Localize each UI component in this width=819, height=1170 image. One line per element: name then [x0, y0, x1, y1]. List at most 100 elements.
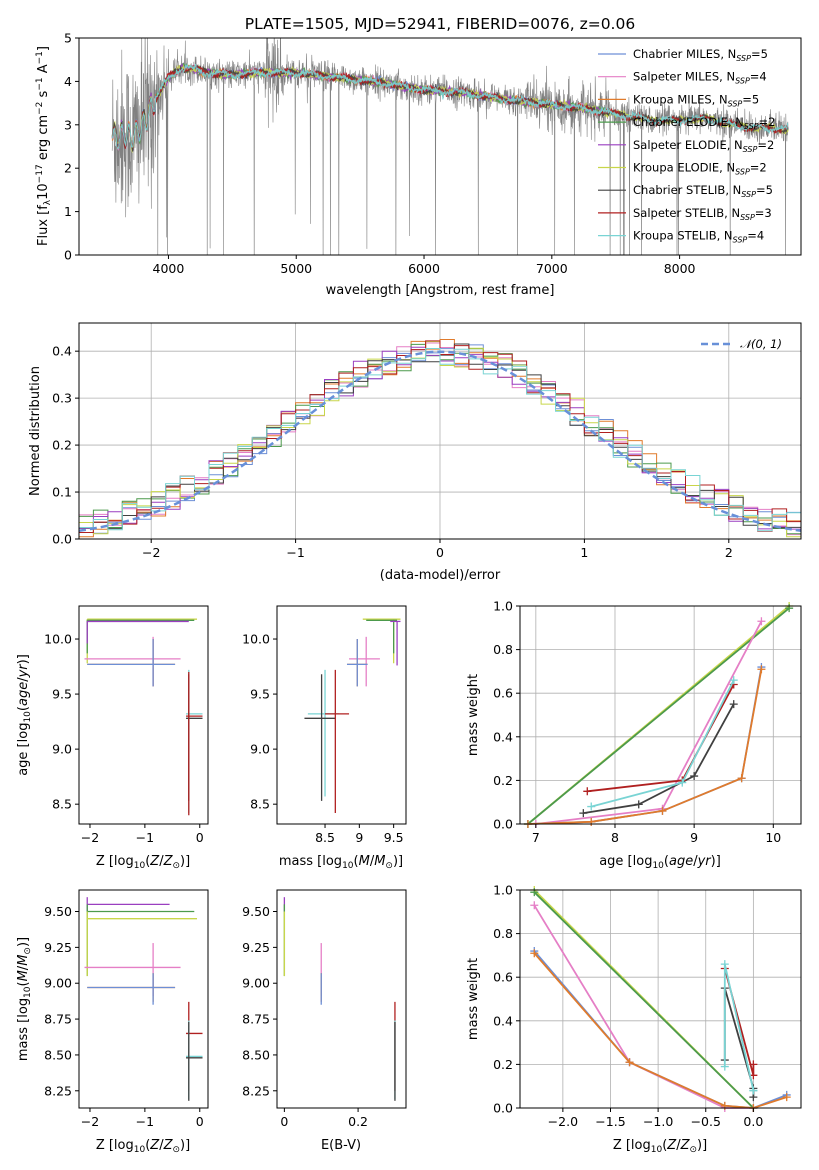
y-tick-label: 0.6	[493, 970, 513, 985]
x-tick-label: 9.5	[384, 830, 404, 845]
y-tick-label: 8.50	[242, 1047, 270, 1062]
x-tick-label: −1	[136, 1114, 154, 1129]
age-vs-metallicity-frame	[78, 605, 209, 825]
mass-weight-line	[527, 607, 790, 825]
age-vs-metallicity-ylabel: age [log10(age/yr)]	[16, 654, 33, 776]
mass-weight-point	[749, 1086, 758, 1095]
y-tick-label: 0.1	[52, 485, 72, 500]
x-tick-label: −1.0	[643, 1114, 673, 1129]
y-tick-label: 1.0	[493, 883, 513, 898]
mass-weight-point	[634, 800, 643, 809]
spectrum-frame	[78, 37, 802, 256]
mass-weight-point	[530, 901, 539, 910]
age-vs-metallicity-panel: −2 −1 0 8.5 9.0 9.5 10.0 Z [log10(Z/Z⊙)] age […	[16, 605, 209, 871]
y-tick-label: 8.50	[44, 1047, 72, 1062]
mass-weight-point	[757, 617, 766, 626]
legend-label: Kroupa ELODIE, NSSP=2	[633, 161, 767, 177]
y-tick-label: 8.5	[250, 797, 270, 812]
y-tick-label: 8.75	[44, 1012, 72, 1027]
y-tick-label: 9.00	[242, 976, 270, 991]
x-tick-label: −1	[136, 830, 154, 845]
y-tick-label: 9.5	[250, 687, 270, 702]
mass-weight-line	[587, 684, 735, 793]
y-tick-label: 9.0	[250, 742, 270, 757]
mass-vs-extinction-panel: 0 0.2 8.25 8.50 8.75 9.00 9.25 9.50 E(B-V)	[242, 889, 407, 1153]
y-tick-label: 0.8	[493, 642, 513, 657]
y-tick-label: 4	[64, 74, 72, 89]
legend-label: Salpeter STELIB, NSSP=3	[633, 206, 772, 222]
legend-label: Chabrier MILES, NSSP=5	[633, 47, 768, 63]
y-tick-label: 9.25	[242, 940, 270, 955]
weight-vs-age-panel: 7 8 9 10 0.0 0.2 0.4 0.6 0.8 1.0 age [log10(age/y…	[466, 599, 802, 871]
legend-label: Kroupa MILES, NSSP=5	[633, 92, 759, 108]
model-spectrum-line	[111, 63, 789, 150]
weight-vs-metallicity-xlabel: Z [log10(Z/Z⊙)]	[613, 1138, 707, 1155]
x-tick-label: 7	[532, 830, 540, 845]
spectrum-panel: 4000 5000 6000 7000 8000 0 1 2 3 4 5 wavelength [A…	[35, 31, 802, 298]
mass-weight-point	[690, 772, 699, 781]
normal-distribution-curve	[79, 350, 801, 533]
spectrum-xlabel: wavelength [Angstrom, rest frame]	[326, 283, 555, 298]
y-tick-label: 0.3	[52, 391, 72, 406]
mass-weight-point	[757, 665, 766, 674]
mass-vs-extinction-frame	[276, 889, 407, 1109]
spectrum-legend: Chabrier MILES, NSSP=5 Salpeter MILES, NS…	[598, 47, 775, 245]
histogram-ylabel: Normed distribution	[28, 366, 43, 496]
y-tick-label: 0.4	[493, 1013, 513, 1028]
mass-weight-point	[720, 1062, 729, 1071]
mass-weight-point	[737, 774, 746, 783]
x-tick-label: 6000	[408, 261, 440, 276]
spectrum-ylabel: Flux [fλ10−17 erg cm−2 s−1 A−1]	[35, 46, 53, 246]
y-tick-label: 0.4	[52, 344, 72, 359]
weight-vs-age-frame	[519, 605, 802, 825]
x-tick-label: 9	[690, 830, 698, 845]
residual-histogram-panel: −2 −1 0 1 2 0.0 0.1 0.2 0.3 0.4 (data-model)/erro…	[28, 322, 802, 583]
y-tick-label: 5	[64, 31, 72, 46]
y-tick-label: 0.0	[52, 532, 72, 547]
mass-weight-point	[579, 809, 588, 818]
weight-vs-metallicity-ylabel: mass weight	[466, 958, 481, 1040]
mass-weight-line	[723, 963, 755, 1091]
age-vs-mass-panel: 8.5 9 9.5 8.5 9.0 9.5 10.0 mass [log10(M/M⊙)]	[242, 605, 407, 871]
weight-vs-metallicity-frame	[519, 889, 802, 1109]
x-tick-label: −1	[286, 545, 304, 560]
y-tick-label: 0.8	[493, 926, 513, 941]
x-tick-label: 0	[280, 1114, 288, 1129]
x-tick-label: 7000	[536, 261, 568, 276]
y-tick-label: 0.0	[493, 817, 513, 832]
mass-weight-point	[587, 802, 596, 811]
mass-weight-point	[530, 949, 539, 958]
residual-histogram-step	[79, 342, 801, 536]
mass-vs-metallicity-xlabel: Z [log10(Z/Z⊙)]	[96, 1138, 190, 1155]
weight-vs-age-xlabel: age [log10(age/yr)]	[599, 854, 721, 871]
legend-label: Salpeter MILES, NSSP=4	[633, 70, 767, 86]
age-vs-mass-frame	[276, 605, 407, 825]
mass-weight-point	[729, 700, 738, 709]
mass-vs-metallicity-panel: −2 −1 0 8.25 8.50 8.75 9.00 9.25 9.50 Z [log10(Z…	[16, 889, 209, 1155]
y-tick-label: 8.75	[242, 1012, 270, 1027]
mass-weight-point	[587, 817, 596, 826]
y-tick-label: 8.5	[52, 797, 72, 812]
y-tick-label: 0.2	[52, 438, 72, 453]
y-tick-label: 10.0	[44, 632, 72, 647]
y-tick-label: 0	[64, 248, 72, 263]
mass-weight-line	[533, 891, 755, 1109]
x-tick-label: −2.0	[548, 1114, 578, 1129]
y-tick-label: 0.2	[493, 1057, 513, 1072]
weight-vs-age-ylabel: mass weight	[466, 674, 481, 756]
y-tick-label: 1.0	[493, 599, 513, 614]
legend-label: Kroupa STELIB, NSSP=4	[633, 229, 764, 245]
y-tick-label: 0.2	[493, 773, 513, 788]
residual-histogram-step	[79, 340, 801, 538]
x-tick-label: −2	[81, 830, 99, 845]
mass-weight-line	[533, 950, 788, 1109]
mass-weight-point	[749, 1060, 758, 1069]
x-tick-label: 1	[580, 545, 588, 560]
y-tick-label: 0.0	[493, 1101, 513, 1116]
x-tick-label: 2	[725, 545, 733, 560]
y-tick-label: 2	[64, 161, 72, 176]
normal-legend-label: 𝒩(0, 1)	[740, 337, 782, 351]
histogram-legend: 𝒩(0, 1)	[701, 337, 782, 351]
residual-histogram-step	[79, 348, 801, 538]
